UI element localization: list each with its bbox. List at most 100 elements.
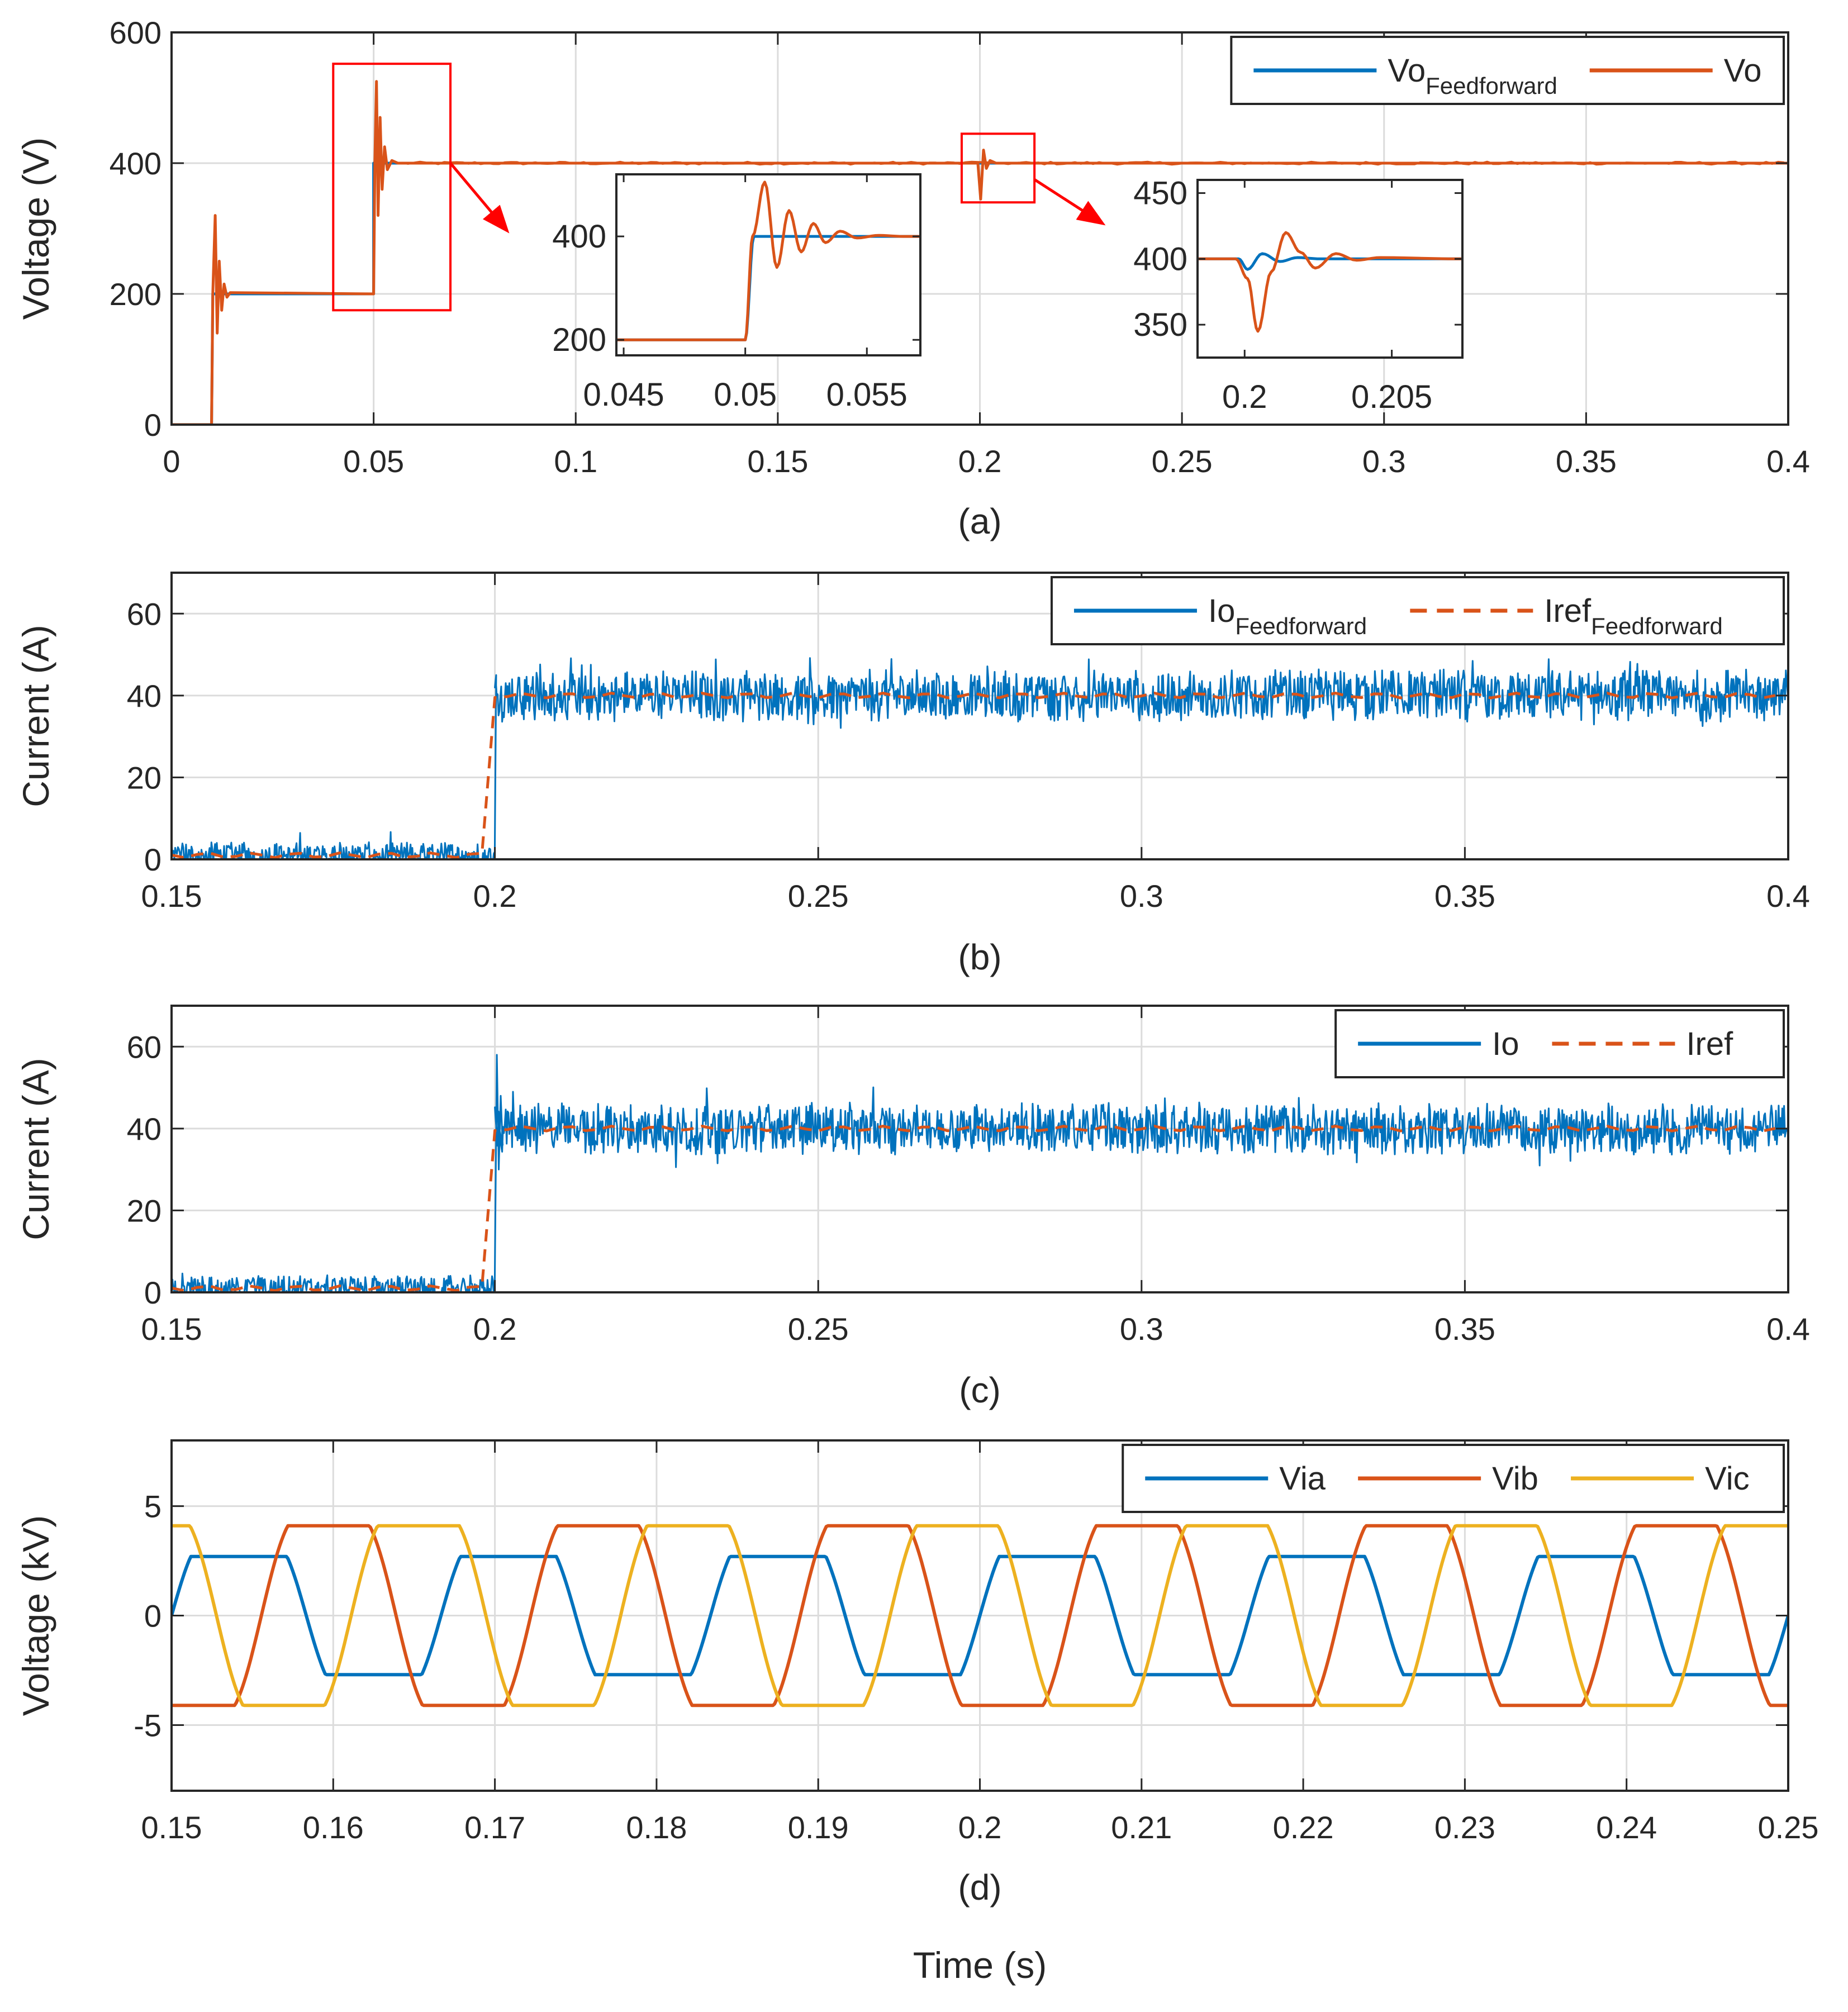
series-group xyxy=(172,80,1788,425)
x-tick-label: 0.15 xyxy=(141,1810,202,1845)
y-axis-label: Voltage (V) xyxy=(15,137,56,320)
x-tick-label: 0.2 xyxy=(473,878,517,914)
inset-series-group xyxy=(616,180,920,341)
x-tick-label: 0.3 xyxy=(1362,444,1406,479)
series-line-Vib xyxy=(172,1524,1788,1707)
y-tick-label: 400 xyxy=(1133,241,1187,277)
legend-label-main: Vic xyxy=(1705,1461,1750,1497)
y-tick-label: 60 xyxy=(127,596,161,631)
series-line-Vic xyxy=(172,1524,1788,1707)
x-tick-label: 0.3 xyxy=(1120,878,1163,914)
legend-label-main: Io xyxy=(1492,1026,1519,1062)
x-tick-label: 0.15 xyxy=(141,878,202,914)
x-tick-label: 0.24 xyxy=(1596,1810,1657,1845)
x-tick-label: 0.2 xyxy=(1222,379,1267,415)
x-tick-label: 0.2 xyxy=(473,1311,517,1347)
legend-label-main: Via xyxy=(1279,1461,1326,1497)
y-tick-label: 450 xyxy=(1133,175,1187,212)
y-tick-label: 0 xyxy=(144,1275,161,1310)
series-line-IoFeedforward xyxy=(172,657,1788,859)
x-tick-label: 0.4 xyxy=(1766,878,1810,914)
legend-label-subscript: Feedforward xyxy=(1591,613,1723,639)
legend-label-main: Iref xyxy=(1686,1026,1733,1062)
y-tick-label: 400 xyxy=(552,218,606,255)
x-tick-label: 0.4 xyxy=(1766,1311,1810,1347)
x-tick-label: 0.22 xyxy=(1273,1810,1334,1845)
y-tick-label: 600 xyxy=(110,15,161,50)
y-tick-label: 20 xyxy=(127,1193,161,1228)
x-tick-label: 0.21 xyxy=(1111,1810,1172,1845)
x-tick-label: 0.05 xyxy=(714,377,777,413)
series-group xyxy=(172,1524,1788,1707)
legend-label-main: Vib xyxy=(1492,1461,1538,1497)
y-tick-label: 0 xyxy=(144,407,161,443)
legend: Io Iref xyxy=(1334,1009,1785,1078)
y-axis-label: Current (A) xyxy=(15,625,56,807)
legend-label: Vo xyxy=(1724,53,1762,89)
legend-label-subscript: Feedforward xyxy=(1426,73,1557,99)
x-tick-label: 0.35 xyxy=(1556,444,1617,479)
y-tick-label: 350 xyxy=(1133,307,1187,343)
y-tick-label: 20 xyxy=(127,760,161,795)
legend: VoFeedforward Vo xyxy=(1230,36,1785,105)
zoom-arrow xyxy=(1033,178,1106,226)
x-tick-label: 0.17 xyxy=(464,1810,525,1845)
legend-label: Vib xyxy=(1492,1461,1538,1497)
zoom-arrow xyxy=(449,162,510,234)
inset-background xyxy=(1198,180,1462,358)
y-tick-label: -5 xyxy=(134,1707,161,1743)
legend: Via Vib Vic xyxy=(1122,1444,1785,1513)
series-ripple-Vo xyxy=(402,160,1785,166)
inset-axes: 0.045 0.05 0.055 200 400 xyxy=(552,173,921,413)
inset-frame xyxy=(615,173,921,356)
y-tick-label: 0 xyxy=(144,1599,161,1634)
y-tick-label: 40 xyxy=(127,678,161,714)
x-tick-label: 0.055 xyxy=(826,377,908,413)
y-tick-label: 400 xyxy=(110,146,161,181)
x-tick-label: 0.05 xyxy=(343,444,404,479)
x-tick-label: 0.25 xyxy=(788,1311,849,1347)
x-tick-label: 0.25 xyxy=(1152,444,1213,479)
panel-caption: (d) xyxy=(958,1867,1001,1908)
x-tick-label: 0.35 xyxy=(1434,1311,1495,1347)
x-tick-label: 0.3 xyxy=(1120,1311,1163,1347)
y-tick-label: 200 xyxy=(552,322,606,358)
legend-label: Io xyxy=(1492,1026,1519,1062)
series-line-Via xyxy=(172,1554,1788,1677)
chart-panel-a: 0.045 0.05 0.055 200 400 0.2 0.205 350 400 450 0 0.… xyxy=(15,15,1810,541)
y-tick-label: 200 xyxy=(110,277,161,312)
series-line-Vo xyxy=(172,80,1788,425)
x-tick-label: 0.1 xyxy=(554,444,597,479)
chart-panel-d: 0.15 0.16 0.17 0.18 0.19 0.2 0.21 0.22 0.23 0.24 0… xyxy=(15,1439,1819,1986)
chart-panel-c: 0.15 0.2 0.25 0.3 0.35 0.4 0 20 40 60 Io Iref Curren… xyxy=(15,1005,1810,1410)
x-tick-label: 0.19 xyxy=(788,1810,849,1845)
legend-label: Iref xyxy=(1686,1026,1733,1062)
x-tick-label: 0.205 xyxy=(1351,379,1432,415)
legend-label: Via xyxy=(1279,1461,1326,1497)
zoom-box xyxy=(960,132,1036,204)
legend-label: IrefFeedforward xyxy=(1544,593,1723,639)
inset-series-line-Vo xyxy=(616,180,920,341)
x-tick-label: 0.045 xyxy=(583,377,664,413)
inset-series-group xyxy=(1198,231,1462,333)
x-tick-label: 0.25 xyxy=(788,878,849,914)
inset-axes: 0.2 0.205 350 400 450 xyxy=(1133,175,1464,415)
legend-label: VoFeedforward xyxy=(1388,53,1557,99)
y-tick-label: 60 xyxy=(127,1029,161,1064)
x-tick-label: 0.2 xyxy=(958,444,1002,479)
inset-frame xyxy=(1196,179,1464,359)
zoom-box xyxy=(332,63,452,312)
y-tick-label: 5 xyxy=(144,1489,161,1524)
inset-series-line-VoFeedforward xyxy=(1198,252,1462,271)
legend-label-main: Io xyxy=(1208,593,1235,629)
legend-label-main: Iref xyxy=(1544,593,1592,629)
inset-series-line-Vo xyxy=(1198,231,1462,333)
series-group xyxy=(172,1054,1788,1292)
panel-caption: (b) xyxy=(958,937,1001,977)
legend-label-main: Vo xyxy=(1724,53,1762,89)
legend-label: Vic xyxy=(1705,1461,1750,1497)
series-group xyxy=(172,657,1788,859)
x-tick-label: 0.4 xyxy=(1766,444,1810,479)
